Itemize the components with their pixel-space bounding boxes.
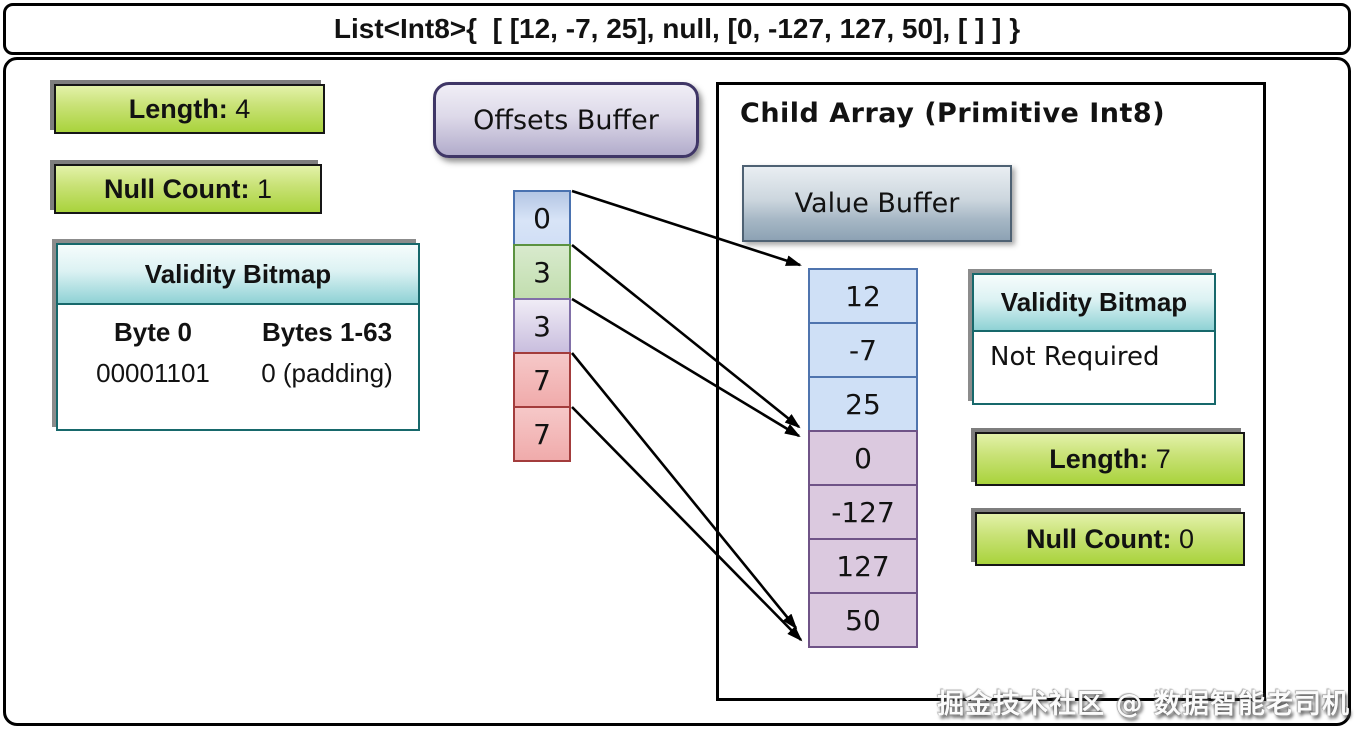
child-length-label: Length: [1049,443,1149,474]
parent-length-value: 4 [235,93,251,124]
value-buffer-label-text: Value Buffer [794,188,960,219]
parent-null-count-value: 1 [256,173,272,204]
title-bar: List<Int8>{ [ [12, -7, 25], null, [0, -1… [3,3,1351,55]
offset-cell-1: 3 [513,244,571,300]
offsets-buffer-cells: 0 3 3 7 7 [513,190,571,462]
validity-byte0-value: 00001101 [96,358,210,388]
watermark-text: 掘金技术社区 @ 数据智能老司机 [937,689,1350,720]
value-cell-6: 50 [808,592,918,648]
child-null-count-value: 0 [1178,523,1194,554]
parent-length-label: Length: [128,93,228,124]
validity-col-header-bytes1-63: Bytes 1-63 [261,317,393,347]
child-length-badge: Length: 7 [975,432,1245,486]
parent-null-count-label: Null Count: [103,173,250,204]
validity-padding-value: 0 (padding) [261,358,393,388]
value-cell-0: 12 [808,268,918,324]
offsets-buffer-label: Offsets Buffer [433,82,699,158]
child-length-value: 7 [1155,443,1171,474]
child-validity-bitmap-title: Validity Bitmap [974,275,1214,332]
value-buffer-cells: 12 -7 25 0 -127 127 50 [808,268,918,648]
value-cell-2: 25 [808,376,918,432]
offset-cell-4: 7 [513,406,571,462]
parent-validity-bitmap-title: Validity Bitmap [58,245,418,305]
value-buffer-label: Value Buffer [742,165,1012,242]
parent-validity-bitmap-grid: Byte 0 Bytes 1-63 00001101 0 (padding) [58,305,418,389]
diagram-title: List<Int8>{ [ [12, -7, 25], null, [0, -1… [333,13,1021,44]
parent-validity-bitmap-table: Validity Bitmap Byte 0 Bytes 1-63 000011… [56,243,420,431]
value-cell-1: -7 [808,322,918,378]
offset-cell-2: 3 [513,298,571,354]
child-array-title: Child Array (Primitive Int8) [740,98,1166,129]
child-validity-bitmap-table: Validity Bitmap Not Required [972,273,1216,405]
value-cell-5: 127 [808,538,918,594]
child-null-count-badge: Null Count: 0 [975,512,1245,566]
value-cell-4: -127 [808,484,918,540]
parent-null-count-badge: Null Count: 1 [54,164,322,214]
validity-col-header-byte0: Byte 0 [113,317,193,347]
parent-length-badge: Length: 4 [54,84,325,134]
offsets-buffer-label-text: Offsets Buffer [473,104,659,136]
offset-cell-0: 0 [513,190,571,246]
value-cell-3: 0 [808,430,918,486]
child-validity-bitmap-value: Not Required [990,342,1160,372]
offset-cell-3: 7 [513,352,571,408]
child-null-count-label: Null Count: [1025,523,1172,554]
